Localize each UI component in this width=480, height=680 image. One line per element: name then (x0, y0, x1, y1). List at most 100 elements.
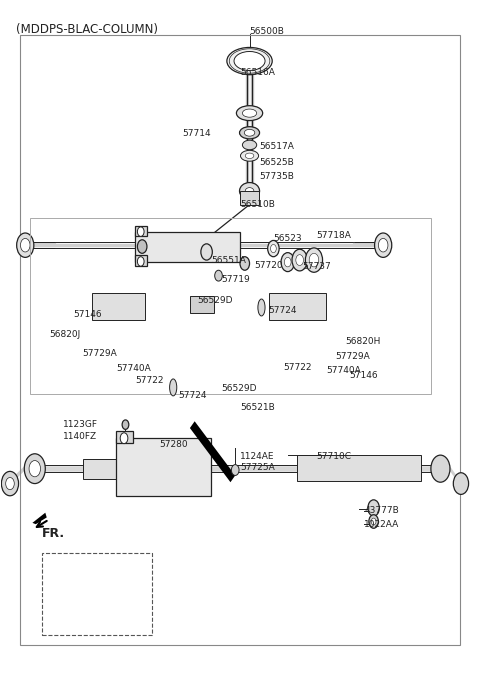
Circle shape (24, 454, 45, 483)
Circle shape (137, 227, 144, 237)
Text: 56500B: 56500B (250, 27, 285, 36)
Text: 56517A: 56517A (259, 143, 294, 152)
Text: 57714: 57714 (183, 129, 211, 138)
Text: 57740A: 57740A (326, 366, 360, 375)
Text: 1124AE: 1124AE (240, 452, 275, 461)
Polygon shape (190, 422, 235, 482)
Ellipse shape (242, 140, 257, 150)
Text: 57146: 57146 (73, 310, 102, 319)
Circle shape (292, 250, 307, 271)
Polygon shape (135, 232, 240, 262)
Polygon shape (33, 513, 47, 524)
Polygon shape (83, 458, 159, 479)
Circle shape (21, 239, 30, 252)
Text: 57725A: 57725A (240, 463, 275, 472)
Text: 53371C: 53371C (118, 594, 153, 603)
Circle shape (431, 455, 450, 482)
Circle shape (137, 240, 147, 254)
Circle shape (284, 257, 291, 267)
Polygon shape (92, 292, 144, 320)
Circle shape (58, 577, 62, 584)
Text: 56510B: 56510B (240, 200, 275, 209)
Text: 56521B: 56521B (240, 403, 275, 412)
Text: 57729A: 57729A (83, 349, 117, 358)
Polygon shape (190, 296, 214, 313)
Text: 1430AK: 1430AK (118, 579, 153, 588)
Circle shape (1, 471, 19, 496)
Circle shape (281, 253, 294, 271)
Text: 57724: 57724 (178, 391, 206, 400)
Bar (30, 218, 431, 394)
Circle shape (29, 460, 40, 477)
Polygon shape (240, 191, 259, 205)
Text: 57718A: 57718A (316, 231, 351, 239)
Polygon shape (135, 256, 147, 265)
Text: 57146: 57146 (350, 371, 378, 379)
Text: 57729A: 57729A (336, 352, 370, 362)
Polygon shape (116, 431, 132, 443)
Text: 57280: 57280 (159, 441, 188, 449)
Text: 57735B: 57735B (259, 171, 294, 181)
Ellipse shape (242, 109, 257, 117)
Text: FR.: FR. (42, 526, 65, 539)
Text: 57719: 57719 (221, 275, 250, 284)
Circle shape (231, 464, 239, 475)
Text: 56516A: 56516A (240, 68, 275, 77)
Text: 1140FZ: 1140FZ (63, 432, 97, 441)
Ellipse shape (54, 608, 61, 614)
Ellipse shape (234, 52, 265, 71)
Circle shape (378, 239, 388, 252)
Circle shape (240, 257, 250, 270)
Circle shape (53, 590, 62, 602)
Ellipse shape (245, 188, 254, 194)
Circle shape (309, 254, 319, 267)
Ellipse shape (244, 129, 255, 136)
Circle shape (6, 477, 14, 490)
Text: 56820J: 56820J (49, 330, 80, 339)
Circle shape (201, 244, 212, 260)
Circle shape (17, 233, 34, 257)
Ellipse shape (56, 609, 60, 612)
Circle shape (137, 257, 144, 266)
Ellipse shape (237, 105, 263, 120)
Polygon shape (297, 455, 421, 481)
Ellipse shape (258, 299, 265, 316)
Circle shape (369, 515, 378, 528)
Ellipse shape (169, 379, 177, 396)
Circle shape (371, 518, 376, 525)
Text: 57737: 57737 (302, 262, 331, 271)
Ellipse shape (240, 182, 260, 199)
Text: 43777B: 43777B (364, 506, 399, 515)
Circle shape (296, 255, 303, 265)
Circle shape (120, 432, 128, 443)
Text: 57724: 57724 (269, 307, 297, 316)
Circle shape (56, 593, 60, 598)
Polygon shape (269, 292, 326, 320)
Text: 56529D: 56529D (221, 384, 256, 393)
Text: 57722: 57722 (135, 376, 164, 385)
Ellipse shape (240, 150, 259, 161)
Text: 56551A: 56551A (211, 256, 246, 265)
Polygon shape (116, 438, 211, 496)
Text: 53725: 53725 (118, 609, 147, 618)
Text: 1022AA: 1022AA (364, 520, 399, 529)
Circle shape (305, 248, 323, 272)
Circle shape (122, 420, 129, 429)
Text: 56525B: 56525B (259, 158, 294, 167)
Circle shape (215, 270, 222, 281)
Circle shape (374, 233, 392, 257)
Text: 57722: 57722 (283, 362, 312, 371)
Text: 56529D: 56529D (197, 296, 232, 305)
Polygon shape (135, 226, 147, 237)
Ellipse shape (245, 153, 254, 158)
Circle shape (453, 473, 468, 494)
Text: (16MY): (16MY) (85, 564, 117, 573)
Circle shape (271, 245, 276, 253)
Text: 1123GF: 1123GF (63, 420, 98, 429)
Ellipse shape (227, 48, 272, 75)
Text: 56523: 56523 (274, 234, 302, 243)
Ellipse shape (240, 126, 260, 139)
FancyBboxPatch shape (42, 554, 152, 634)
Text: 57740A: 57740A (116, 364, 151, 373)
Text: 57710C: 57710C (316, 452, 351, 461)
